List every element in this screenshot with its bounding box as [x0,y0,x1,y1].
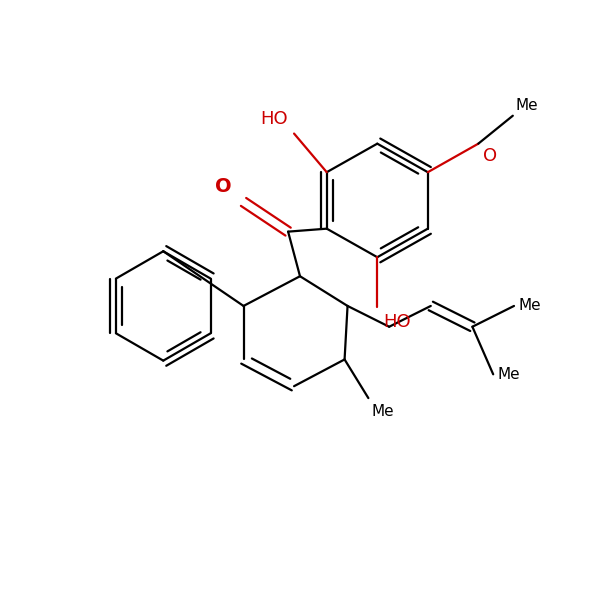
Text: Me: Me [516,98,538,113]
Text: HO: HO [260,110,288,128]
Text: O: O [483,146,497,164]
Text: Me: Me [519,298,541,313]
Text: O: O [215,177,232,196]
Text: Me: Me [371,404,394,419]
Text: Me: Me [498,367,521,382]
Text: HO: HO [383,313,411,331]
